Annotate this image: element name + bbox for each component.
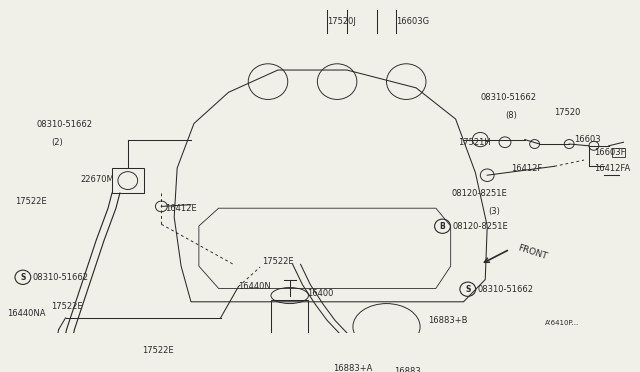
Text: S: S [465, 285, 470, 294]
Text: 08310-51662: 08310-51662 [33, 273, 89, 282]
Bar [271, 300, 308, 349]
Text: 16883+B: 16883+B [428, 316, 467, 325]
Text: 17520: 17520 [554, 108, 580, 117]
Text: 16440N: 16440N [238, 282, 271, 291]
Text: (8): (8) [505, 111, 517, 120]
Text: 16412E: 16412E [165, 204, 197, 213]
Text: 16603: 16603 [574, 135, 601, 144]
Text: (2): (2) [51, 138, 63, 147]
Text: 17522E: 17522E [51, 302, 83, 311]
Text: 16412F: 16412F [511, 164, 542, 173]
Text: 08310-51662: 08310-51662 [477, 285, 534, 294]
Text: 17522E: 17522E [141, 346, 173, 355]
Text: 16603G: 16603G [396, 16, 429, 26]
Text: (3): (3) [488, 207, 500, 216]
Text: FRONT: FRONT [517, 244, 548, 262]
Text: 16603F: 16603F [594, 148, 625, 157]
Text: 17522E: 17522E [262, 257, 294, 266]
Text: A'6410P...: A'6410P... [545, 320, 579, 326]
Bar [612, 148, 625, 157]
Text: 16412FA: 16412FA [594, 164, 630, 173]
Text: 16883+A: 16883+A [333, 364, 372, 372]
Text: 08310-51662: 08310-51662 [480, 93, 536, 102]
Text: B: B [440, 222, 445, 231]
Text: 17520J: 17520J [327, 16, 356, 26]
Text: 22670M: 22670M [81, 175, 114, 184]
Text: 16400: 16400 [307, 289, 334, 298]
Text: S: S [20, 273, 26, 282]
Text: 08310-51662: 08310-51662 [37, 120, 93, 129]
Text: 17522E: 17522E [15, 198, 47, 206]
Bar [112, 168, 143, 193]
Text: 08120-8251E: 08120-8251E [452, 189, 508, 198]
Text: 16883: 16883 [394, 367, 421, 372]
Text: 17521H: 17521H [458, 138, 490, 147]
Text: 16440NA: 16440NA [7, 309, 46, 318]
Text: 08120-8251E: 08120-8251E [452, 222, 508, 231]
